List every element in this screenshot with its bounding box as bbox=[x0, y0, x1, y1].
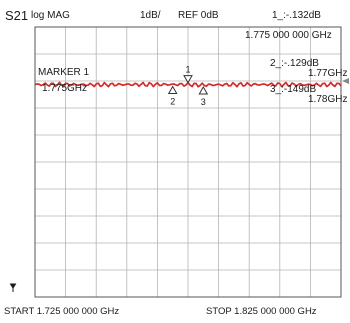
marker-2-label: 2 bbox=[170, 96, 175, 106]
reference-pointer-icon bbox=[342, 78, 349, 84]
marker-3-label: 3 bbox=[201, 97, 206, 107]
marker-layer: 1 2 3 bbox=[167, 65, 209, 107]
marker-3-frequency: 1.78GHz bbox=[308, 94, 348, 105]
plot-frame bbox=[34, 26, 342, 298]
marker-1-frequency: 1.775 000 000 GHz bbox=[245, 30, 332, 41]
grid bbox=[9, 26, 349, 298]
start-frequency: START 1.725 000 000 GHz bbox=[4, 306, 120, 317]
stop-frequency: STOP 1.825 000 000 GHz bbox=[206, 306, 317, 317]
format-label: log MAG bbox=[31, 10, 70, 21]
marker-2-icon bbox=[167, 85, 178, 94]
up-arrow-icon bbox=[9, 283, 17, 292]
marker-1-readout: 1_:-.132dB bbox=[272, 10, 321, 21]
reference-label: REF 0dB bbox=[178, 10, 219, 21]
marker-1-label: 1 bbox=[185, 65, 190, 75]
marker-1-icon bbox=[183, 75, 193, 84]
marker-3-icon bbox=[198, 86, 209, 95]
active-marker-title: MARKER 1 bbox=[38, 67, 90, 78]
active-marker-frequency: 1.775GHz bbox=[42, 83, 88, 94]
scale-label: 1dB/ bbox=[140, 10, 161, 21]
marker-2-readout: 2_:-.129dB bbox=[270, 58, 319, 69]
marker-3-readout: 3_:-149dB bbox=[270, 84, 317, 95]
marker-2-frequency: 1.77GHz bbox=[308, 68, 348, 79]
parameter-label: S21 bbox=[5, 8, 29, 23]
